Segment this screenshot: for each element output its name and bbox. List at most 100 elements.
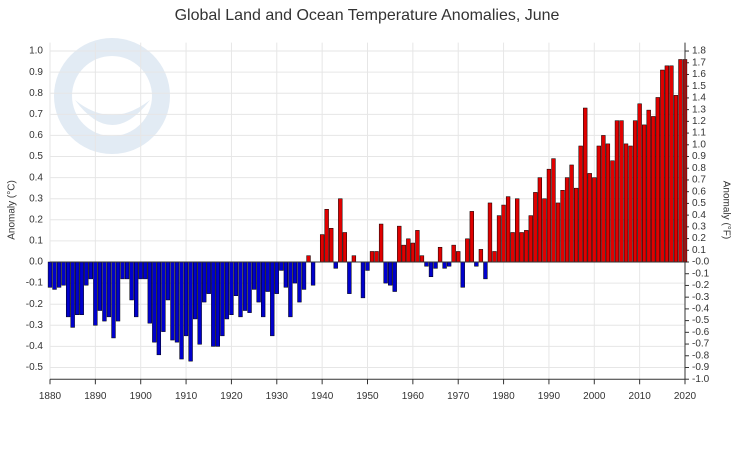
bar	[397, 225, 402, 263]
bar	[197, 261, 202, 345]
bar	[211, 261, 216, 347]
bar	[88, 261, 93, 280]
bar	[614, 120, 620, 263]
y2-tick-label: -0.5	[692, 315, 710, 326]
bar	[319, 234, 325, 263]
bar	[301, 261, 307, 290]
bar	[664, 65, 670, 263]
y2-tick-label: 0.5	[692, 198, 706, 209]
bar	[61, 261, 66, 286]
y2-tick-label: -0.7	[692, 339, 710, 350]
bar	[342, 232, 347, 263]
bar	[369, 251, 375, 263]
bar	[601, 135, 606, 263]
bar	[469, 211, 474, 263]
bar	[261, 261, 266, 318]
x-tick-label: 2000	[583, 391, 606, 402]
bar	[392, 261, 397, 292]
y2-tick-label: 1.1	[692, 128, 706, 139]
bar	[592, 177, 597, 263]
y2-tick-label: 1.2	[692, 116, 706, 127]
bar	[247, 261, 252, 313]
bar	[188, 261, 193, 362]
bar	[505, 196, 511, 263]
bar	[70, 261, 75, 328]
bar	[224, 261, 230, 320]
bar	[528, 215, 533, 263]
bar	[134, 261, 139, 318]
bar	[642, 124, 647, 263]
y-tick-label: -0.3	[26, 320, 44, 331]
y-tick-label: 0.8	[29, 88, 43, 99]
bar	[451, 244, 456, 263]
x-tick-label: 2020	[674, 391, 697, 402]
bar	[115, 261, 121, 322]
y-tick-label: -0.2	[26, 299, 44, 310]
y-tick-label: 0.9	[29, 67, 43, 78]
bar	[632, 120, 638, 263]
bar	[483, 261, 488, 280]
bar	[143, 261, 148, 280]
bar	[410, 242, 416, 263]
bar	[56, 261, 62, 288]
bar	[229, 261, 234, 315]
bar	[251, 261, 257, 290]
y-tick-label: 0.5	[29, 151, 43, 162]
bar	[102, 261, 107, 322]
bar	[165, 261, 171, 301]
bar	[442, 261, 447, 269]
y2-tick-label: -0.2	[692, 280, 710, 291]
bar	[515, 198, 520, 263]
bar	[238, 261, 243, 318]
bar	[669, 65, 674, 263]
bar	[106, 261, 112, 318]
bar	[220, 261, 225, 337]
bar	[333, 261, 338, 269]
noaa-watermark	[54, 38, 170, 154]
bar	[147, 261, 152, 324]
bar	[415, 230, 420, 263]
x-tick-label: 1990	[538, 391, 561, 402]
y2-tick-label: 0.6	[692, 186, 706, 197]
bar	[292, 261, 298, 284]
y-tick-label: 0.4	[29, 172, 43, 183]
bar	[47, 261, 53, 288]
y2-axis-title: Anomaly (°F)	[720, 181, 731, 239]
bar	[329, 227, 334, 263]
bar	[537, 177, 543, 263]
y2-tick-label: -0.0	[692, 257, 710, 268]
bar	[546, 168, 552, 263]
bar	[456, 251, 461, 263]
y-tick-label: 0.1	[29, 236, 43, 247]
y2-tick-label: 0.1	[692, 245, 706, 256]
bar	[138, 261, 143, 280]
bar	[637, 103, 642, 263]
bar	[419, 255, 425, 263]
bar	[152, 261, 157, 343]
bar	[496, 215, 502, 263]
y2-tick-label: 0.4	[692, 210, 706, 221]
x-tick-label: 1950	[356, 391, 379, 402]
x-tick-label: 1920	[220, 391, 243, 402]
bar	[84, 261, 89, 286]
bar	[492, 251, 497, 263]
bar	[388, 261, 393, 286]
y2-tick-label: 1.3	[692, 104, 706, 115]
bar	[587, 173, 592, 263]
bar	[202, 261, 207, 303]
bar	[519, 232, 524, 263]
bar	[124, 261, 130, 280]
bar	[583, 107, 588, 263]
bar	[424, 261, 429, 267]
y-tick-label: -0.1	[26, 278, 44, 289]
bar	[383, 261, 388, 284]
bar	[401, 244, 406, 263]
y2-tick-label: -0.3	[692, 292, 710, 303]
bar	[338, 198, 343, 263]
y-tick-label: 1.0	[29, 46, 43, 57]
bar	[605, 143, 611, 263]
y-tick-label: 0.0	[29, 257, 43, 268]
bar	[161, 261, 166, 332]
y2-tick-label: 1.6	[692, 69, 706, 80]
y2-tick-label: -1.0	[692, 374, 710, 385]
